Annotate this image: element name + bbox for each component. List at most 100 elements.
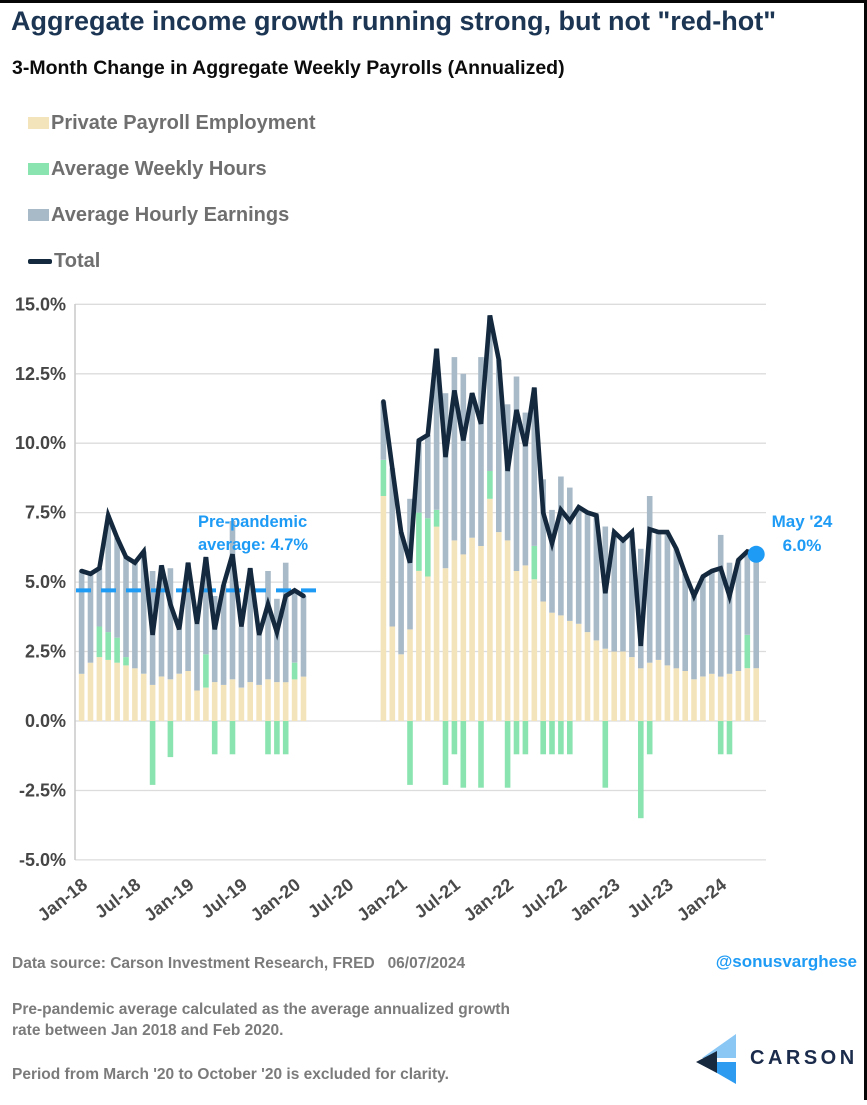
- bar-segment-hours-negative: [265, 721, 271, 755]
- bar-segment-employment: [540, 601, 546, 721]
- x-tick-label: Jan-18: [34, 874, 91, 925]
- bar-segment-employment: [282, 682, 289, 721]
- bar-segment-employment: [238, 687, 245, 721]
- bar-segment-earnings: [744, 551, 751, 635]
- bar-segment-employment: [655, 659, 662, 721]
- y-tick-label: -5.0%: [19, 850, 66, 870]
- bar-segment-earnings: [114, 537, 120, 638]
- bar-segment-earnings: [123, 557, 129, 658]
- data-source-note: Data source: Carson Investment Research,…: [12, 955, 466, 972]
- hours-swatch-icon: [28, 163, 49, 175]
- bar-segment-hours-negative: [602, 721, 609, 788]
- bar-segment-employment: [78, 673, 85, 721]
- x-tick-label: Jul-20: [304, 874, 357, 922]
- bar-segment-employment: [567, 621, 573, 721]
- bar-segment-hours-negative: [282, 721, 289, 755]
- bar-segment-employment: [593, 640, 600, 721]
- bar-segment-employment: [291, 679, 298, 721]
- legend-label: Average Weekly Hours: [51, 157, 267, 180]
- bar-segment-earnings: [247, 568, 253, 683]
- bar-segment-employment: [664, 665, 671, 721]
- bar-segment-hours-negative: [567, 721, 573, 755]
- bar-segment-earnings: [567, 487, 573, 621]
- earnings-swatch-icon: [28, 209, 49, 221]
- bar-segment-earnings: [522, 412, 529, 566]
- bar-segment-earnings: [549, 509, 555, 613]
- bar-segment-employment: [149, 684, 156, 721]
- bar-segment-hours-negative: [646, 721, 653, 755]
- bar-segment-employment: [185, 671, 191, 721]
- bar-segment-hours-negative: [451, 721, 458, 755]
- bar-segment-employment: [416, 571, 422, 721]
- bar-segment-earnings: [265, 571, 271, 680]
- bar-segment-hours-negative: [149, 721, 156, 785]
- bar-segment-employment: [407, 629, 413, 721]
- bar-segment-employment: [575, 623, 582, 721]
- bar-segment-earnings: [96, 568, 103, 627]
- bar-segment-earnings: [638, 548, 644, 669]
- bar-segment-earnings: [664, 532, 671, 666]
- bar-segment-hours: [487, 471, 493, 499]
- bar-segment-employment: [469, 537, 475, 721]
- bar-segment-hours-negative: [540, 721, 546, 755]
- bar-segment-employment: [620, 651, 626, 721]
- bar-segment-employment: [114, 662, 120, 721]
- x-tick-label: Jan-21: [353, 874, 410, 925]
- bar-segment-employment: [194, 690, 200, 721]
- methodology-note: Pre-pandemic average calculated as the a…: [12, 1001, 510, 1039]
- bar-segment-employment: [629, 657, 635, 721]
- bar-segment-hours: [425, 518, 431, 577]
- bar-segment-earnings: [389, 468, 396, 627]
- bar-segment-employment: [132, 668, 138, 721]
- bar-segment-earnings: [620, 540, 626, 652]
- annotation-text: 6.0%: [782, 536, 822, 555]
- bar-segment-hours-negative: [478, 721, 484, 788]
- legend-item-hours: Average Weekly Hours: [28, 146, 316, 192]
- bar-segment-earnings: [78, 571, 85, 674]
- bar-segment-earnings: [87, 573, 94, 663]
- bar-segment-hours-negative: [726, 721, 733, 755]
- bar-segment-earnings: [584, 512, 591, 633]
- bar-segment-employment: [646, 662, 653, 721]
- legend-item-earnings: Average Hourly Earnings: [28, 192, 316, 238]
- total-line-swatch-icon: [28, 258, 52, 264]
- bar-segment-earnings: [176, 629, 182, 674]
- bar-segment-employment: [717, 676, 724, 721]
- x-tick-label: Jul-21: [411, 874, 464, 922]
- bar-segment-earnings: [407, 498, 413, 630]
- bar-segment-earnings: [451, 357, 458, 541]
- bar-segment-hours-negative: [638, 721, 644, 819]
- legend-item-employment: Private Payroll Employment: [28, 100, 316, 146]
- x-tick-label: Jul-23: [624, 874, 677, 922]
- bar-segment-employment: [167, 679, 174, 721]
- bar-segment-hours-negative: [513, 721, 520, 755]
- bar-segment-earnings: [735, 559, 742, 671]
- y-tick-label: 0.0%: [25, 711, 66, 731]
- bar-segment-earnings: [380, 401, 387, 460]
- bar-segment-employment: [203, 687, 209, 721]
- stacked-bars: [78, 315, 759, 819]
- bar-segment-employment: [691, 679, 697, 721]
- twitter-handle-link[interactable]: @sonusvarghese: [715, 952, 857, 971]
- bar-segment-employment: [682, 671, 688, 721]
- bar-segment-earnings: [167, 568, 174, 680]
- bar-segment-earnings: [531, 387, 538, 546]
- bar-segment-hours-negative: [274, 721, 280, 755]
- legend: Private Payroll Employment Average Weekl…: [28, 100, 316, 284]
- bar-segment-earnings: [540, 479, 546, 602]
- bar-segment-employment: [496, 532, 502, 721]
- bar-segment-earnings: [673, 548, 680, 669]
- bar-segment-employment: [123, 665, 129, 721]
- x-tick-label: Jan-22: [460, 874, 517, 925]
- bar-segment-employment: [584, 632, 591, 721]
- legend-label: Private Payroll Employment: [51, 111, 316, 134]
- bar-segment-earnings: [416, 440, 422, 513]
- window-border-right: [864, 0, 867, 1100]
- bar-segment-hours-negative: [442, 721, 449, 785]
- bar-segment-earnings: [291, 590, 298, 663]
- bar-segment-earnings: [300, 596, 307, 677]
- bar-segment-earnings: [646, 496, 653, 663]
- carson-wordmark: CARSON: [750, 1046, 858, 1069]
- bar-segment-employment: [531, 579, 538, 721]
- x-tick-label: Jan-19: [140, 874, 197, 925]
